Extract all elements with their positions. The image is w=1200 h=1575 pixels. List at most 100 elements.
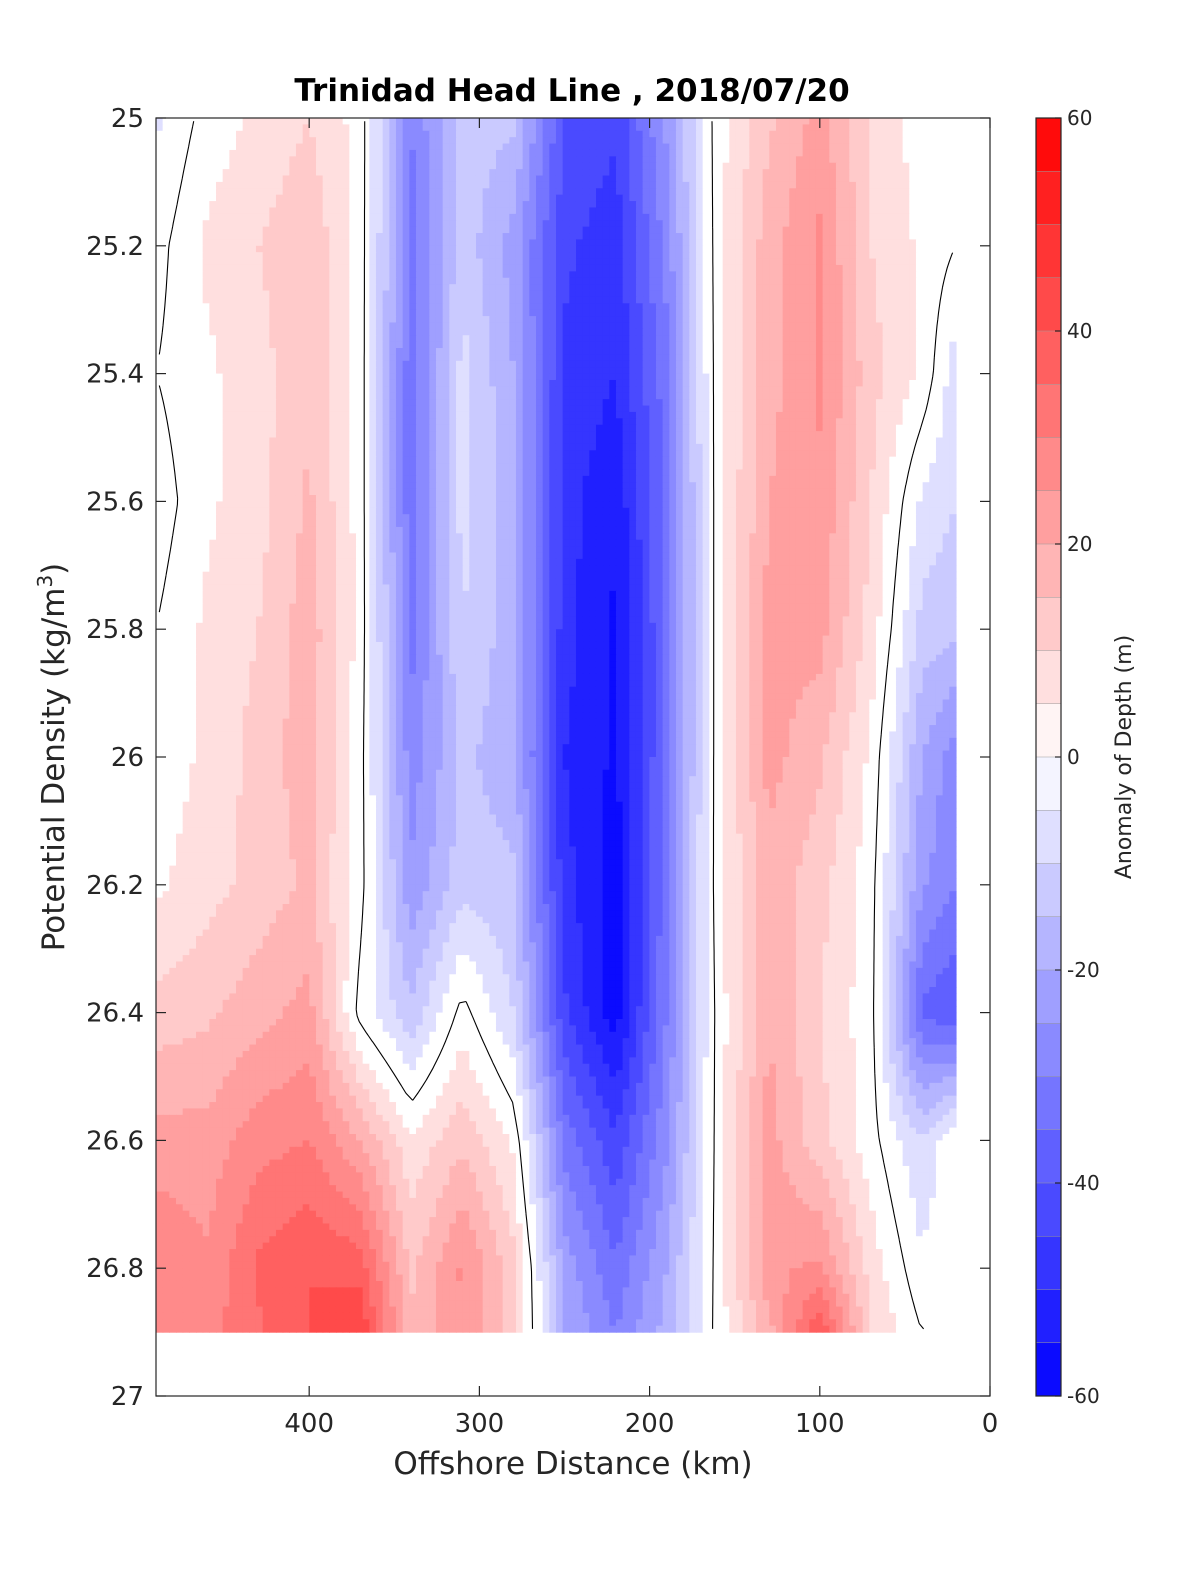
heatmap-cell (256, 335, 263, 342)
heatmap-cell (896, 233, 903, 240)
heatmap-cell (869, 156, 876, 163)
heatmap-cell (163, 176, 170, 183)
heatmap-cell (756, 271, 763, 278)
heatmap-cell (663, 227, 670, 234)
heatmap-cell (943, 316, 950, 323)
heatmap-cell (469, 118, 476, 125)
heatmap-cell (723, 322, 730, 329)
heatmap-cell (296, 195, 303, 202)
heatmap-cell (289, 246, 296, 253)
heatmap-cell (829, 252, 836, 259)
heatmap-cell (249, 303, 256, 310)
heatmap-cell (363, 252, 370, 259)
heatmap-cell (189, 150, 196, 157)
heatmap-cell (196, 214, 203, 221)
heatmap-cell (636, 169, 643, 176)
heatmap-cell (849, 233, 856, 240)
heatmap-cell (496, 380, 503, 387)
heatmap-cell (216, 348, 223, 355)
heatmap-cell (716, 374, 723, 381)
heatmap-cell (423, 118, 430, 125)
heatmap-cell (256, 124, 263, 131)
heatmap-cell (416, 291, 423, 298)
heatmap-cell (383, 124, 390, 131)
heatmap-cell (343, 233, 350, 240)
heatmap-cell (436, 265, 443, 272)
heatmap-cell (283, 278, 290, 285)
heatmap-cell (436, 207, 443, 214)
heatmap-cell (776, 303, 783, 310)
heatmap-cell (343, 259, 350, 266)
heatmap-cell (789, 233, 796, 240)
heatmap-cell (536, 271, 543, 278)
heatmap-cell (896, 169, 903, 176)
heatmap-cell (196, 246, 203, 253)
heatmap-cell (236, 131, 243, 138)
heatmap-cell (383, 310, 390, 317)
heatmap-cell (336, 195, 343, 202)
heatmap-cell (283, 169, 290, 176)
heatmap-cell (936, 259, 943, 266)
heatmap-cell (609, 291, 616, 298)
heatmap-cell (863, 310, 870, 317)
heatmap-cell (696, 150, 703, 157)
heatmap-cell (276, 374, 283, 381)
heatmap-cell (923, 246, 930, 253)
heatmap-cell (816, 188, 823, 195)
heatmap-cell (369, 156, 376, 163)
heatmap-cell (623, 303, 630, 310)
heatmap-cell (649, 124, 656, 131)
heatmap-cell (696, 207, 703, 214)
heatmap-cell (523, 124, 530, 131)
heatmap-cell (243, 284, 250, 291)
heatmap-cell (309, 310, 316, 317)
heatmap-cell (296, 207, 303, 214)
heatmap-cell (176, 284, 183, 291)
heatmap-cell (369, 265, 376, 272)
heatmap-cell (789, 169, 796, 176)
heatmap-cell (536, 239, 543, 246)
heatmap-cell (423, 156, 430, 163)
heatmap-cell (849, 150, 856, 157)
heatmap-cell (403, 163, 410, 170)
heatmap-cell (863, 163, 870, 170)
heatmap-cell (316, 188, 323, 195)
heatmap-cell (183, 329, 190, 336)
heatmap-cell (503, 284, 510, 291)
heatmap-cell (809, 163, 816, 170)
heatmap-cell (543, 233, 550, 240)
heatmap-cell (523, 252, 530, 259)
heatmap-cell (289, 335, 296, 342)
heatmap-cell (249, 354, 256, 361)
heatmap-cell (863, 137, 870, 144)
heatmap-cell (376, 182, 383, 189)
heatmap-cell (376, 124, 383, 131)
heatmap-cell (403, 380, 410, 387)
heatmap-cell (703, 354, 710, 361)
heatmap-cell (583, 182, 590, 189)
heatmap-cell (429, 131, 436, 138)
heatmap-cell (836, 214, 843, 221)
heatmap-cell (656, 354, 663, 361)
heatmap-cell (829, 329, 836, 336)
heatmap-cell (776, 137, 783, 144)
heatmap-cell (683, 201, 690, 208)
heatmap-cell (836, 131, 843, 138)
heatmap-cell (716, 316, 723, 323)
heatmap-cell (223, 265, 230, 272)
heatmap-cell (176, 150, 183, 157)
heatmap-cell (849, 322, 856, 329)
heatmap-cell (296, 169, 303, 176)
heatmap-cell (496, 201, 503, 208)
heatmap-cell (583, 201, 590, 208)
heatmap-cell (209, 271, 216, 278)
heatmap-cell (616, 303, 623, 310)
heatmap-cell (876, 118, 883, 125)
heatmap-cell (489, 131, 496, 138)
heatmap-cell (423, 329, 430, 336)
heatmap-cell (809, 214, 816, 221)
heatmap-cell (569, 374, 576, 381)
heatmap-cell (676, 342, 683, 349)
heatmap-cell (636, 118, 643, 125)
heatmap-cell (356, 131, 363, 138)
